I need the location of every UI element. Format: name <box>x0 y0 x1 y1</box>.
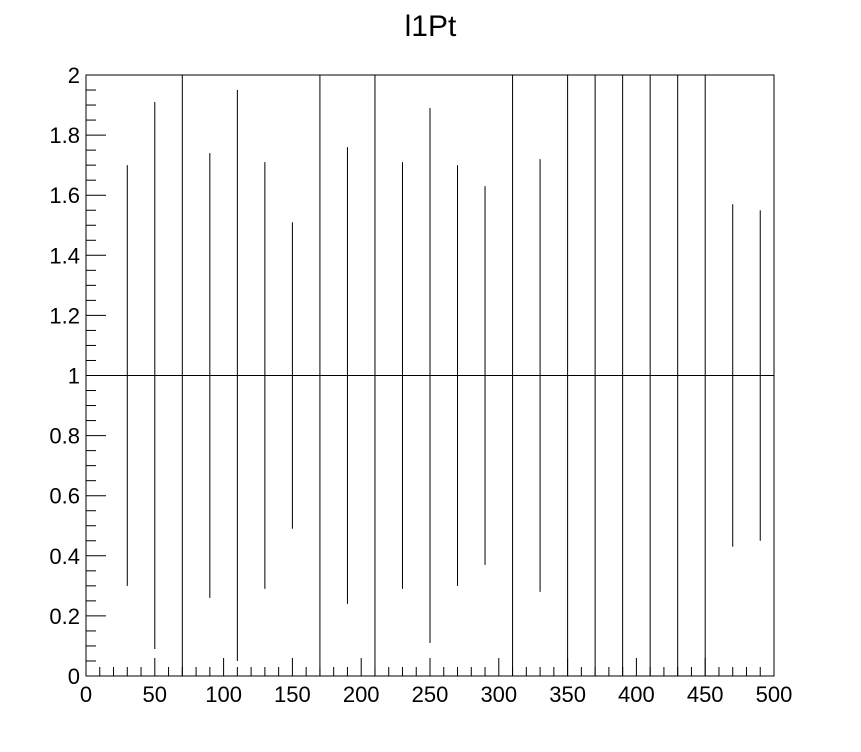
y-tick-label: 0.4 <box>49 544 80 569</box>
y-tick-label: 0.8 <box>49 424 80 449</box>
y-tick-label: 2 <box>68 63 80 88</box>
y-tick-label: 1.8 <box>49 123 80 148</box>
x-tick-label: 450 <box>687 682 724 707</box>
y-tick-label: 1 <box>68 364 80 389</box>
y-tick-label: 0 <box>68 664 80 689</box>
x-tick-label: 350 <box>549 682 586 707</box>
axis-tick-labels: 0 50 100 150 200 250 300 350 400 450 500 0 0.2 0.4 0.6… <box>49 63 792 707</box>
x-tick-label: 200 <box>343 682 380 707</box>
y-tick-label: 1.4 <box>49 243 80 268</box>
y-tick-label: 0.6 <box>49 484 80 509</box>
x-tick-label: 50 <box>143 682 167 707</box>
chart-title: l1Pt <box>404 10 457 43</box>
x-tick-label: 100 <box>205 682 242 707</box>
x-tick-label: 250 <box>412 682 449 707</box>
x-tick-label: 0 <box>80 682 92 707</box>
y-tick-label: 0.2 <box>49 604 80 629</box>
x-tick-label: 500 <box>756 682 793 707</box>
x-tick-label: 300 <box>480 682 517 707</box>
y-tick-label: 1.6 <box>49 183 80 208</box>
x-tick-label: 150 <box>274 682 311 707</box>
x-tick-label: 400 <box>618 682 655 707</box>
y-tick-label: 1.2 <box>49 303 80 328</box>
plot-frame <box>85 74 775 677</box>
